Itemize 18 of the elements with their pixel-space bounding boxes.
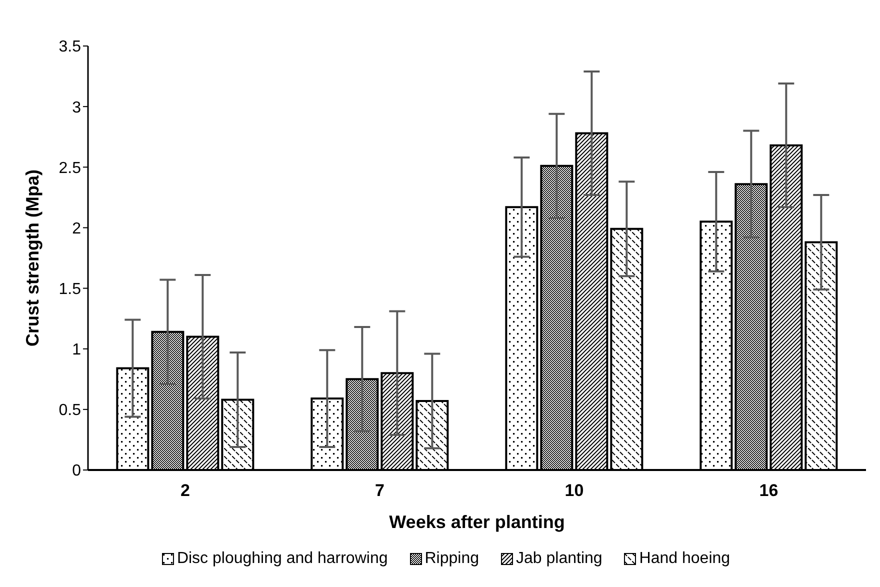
- y-axis-title: Crust strength (Mpa): [22, 170, 42, 346]
- x-tick-label: 7: [375, 481, 384, 500]
- legend-label: Ripping: [424, 550, 479, 568]
- y-tick-label: 0: [72, 462, 82, 480]
- legend-label: Disc ploughing and harrowing: [176, 550, 388, 568]
- x-tick-label: 16: [759, 481, 778, 500]
- y-tick-label: 1: [72, 342, 82, 359]
- y-tick-label: 2.5: [58, 160, 82, 177]
- y-tick-label: 3: [72, 99, 82, 116]
- x-axis-title: Weeks after planting: [389, 512, 565, 532]
- legend-label: Jab planting: [515, 550, 602, 568]
- y-tick-label: 1.5: [58, 280, 82, 298]
- x-tick-label: 2: [180, 481, 190, 500]
- y-tick-label: 0.5: [58, 402, 82, 420]
- y-tick-label: 3.5: [58, 38, 82, 56]
- x-tick-label: 10: [564, 481, 584, 500]
- legend-label: Hand hoeing: [638, 550, 730, 568]
- y-tick-label: 2: [72, 220, 82, 238]
